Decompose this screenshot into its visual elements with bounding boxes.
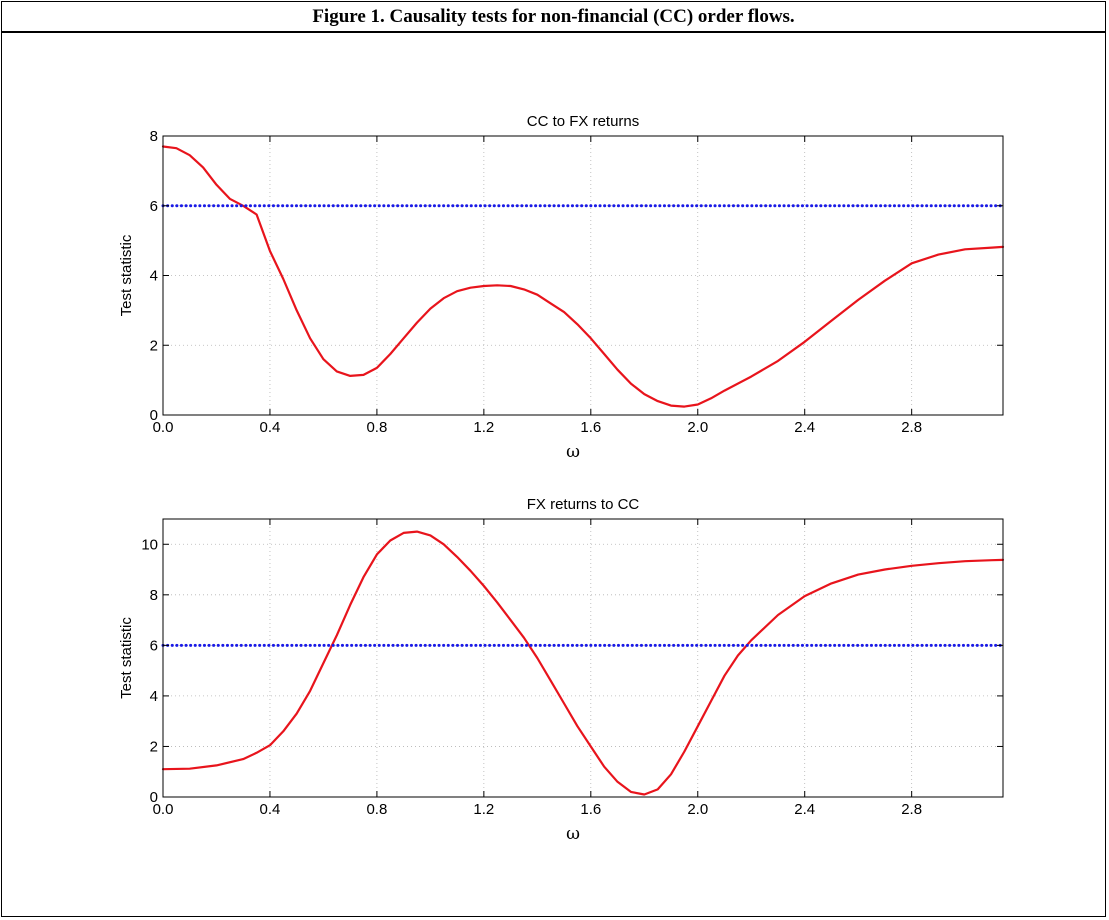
panel-2-axes-box xyxy=(162,518,1004,798)
panel-1-x-tick-label: 2.0 xyxy=(687,419,708,436)
panel-1-y-axis-label: Test statistic xyxy=(118,234,135,316)
panel-1-x-tick-label: 2.4 xyxy=(794,419,815,436)
panel-2-x-tick-label: 0.0 xyxy=(153,801,174,818)
panel-2-x-tick-label: 0.8 xyxy=(366,801,387,818)
panel-1-y-tick-label: 2 xyxy=(150,337,158,354)
panel-2-x-axis-label: ω xyxy=(566,824,580,844)
panel-1-y-tick-label: 6 xyxy=(150,198,158,215)
panel-1-x-axis-label: ω xyxy=(566,442,580,462)
panel-1-x-tick-label: 1.2 xyxy=(473,419,494,436)
panel-1-test-statistic-line xyxy=(161,145,1005,408)
panel-2-x-tick-label: 1.2 xyxy=(473,801,494,818)
panel-2-y-tick-label: 0 xyxy=(150,789,158,806)
panel-1-x-tick-label: 0.0 xyxy=(153,419,174,436)
panel-1-x-tick-label: 0.4 xyxy=(260,419,281,436)
panel-1-y-tick-label: 8 xyxy=(150,128,158,145)
panel-2-x-tick-label: 2.8 xyxy=(901,801,922,818)
panel-2-y-tick-label: 4 xyxy=(150,688,158,705)
panel-2-plot-area xyxy=(163,519,1003,797)
panel-1-y-tick-label: 0 xyxy=(150,407,158,424)
figure-caption: Figure 1. Causality tests for non-financ… xyxy=(312,5,795,27)
panel-1-chart-title: CC to FX returns xyxy=(527,113,640,130)
panel-1-x-tick-label: 1.6 xyxy=(580,419,601,436)
panel-2-x-tick-label: 0.4 xyxy=(260,801,281,818)
panel-1-x-tick-label: 0.8 xyxy=(366,419,387,436)
panel-2-x-tick-label: 2.0 xyxy=(687,801,708,818)
panel-2-test-statistic-line xyxy=(161,530,1005,796)
panel-1-y-tick-label: 4 xyxy=(150,268,158,285)
panel-2-y-axis-label: Test statistic xyxy=(118,617,135,699)
panel-2-chart-title: FX returns to CC xyxy=(527,496,640,513)
panel-2-x-tick-label: 2.4 xyxy=(794,801,815,818)
panel-2-x-tick-label: 1.6 xyxy=(580,801,601,818)
panel-2-y-tick-label: 6 xyxy=(150,637,158,654)
panel-2-y-tick-label: 10 xyxy=(141,536,158,553)
panel-1-x-tick-label: 2.8 xyxy=(901,419,922,436)
caption-row: Figure 1. Causality tests for non-financ… xyxy=(2,2,1105,33)
panel-2-y-tick-label: 2 xyxy=(150,738,158,755)
panel-2-y-tick-label: 8 xyxy=(150,587,158,604)
